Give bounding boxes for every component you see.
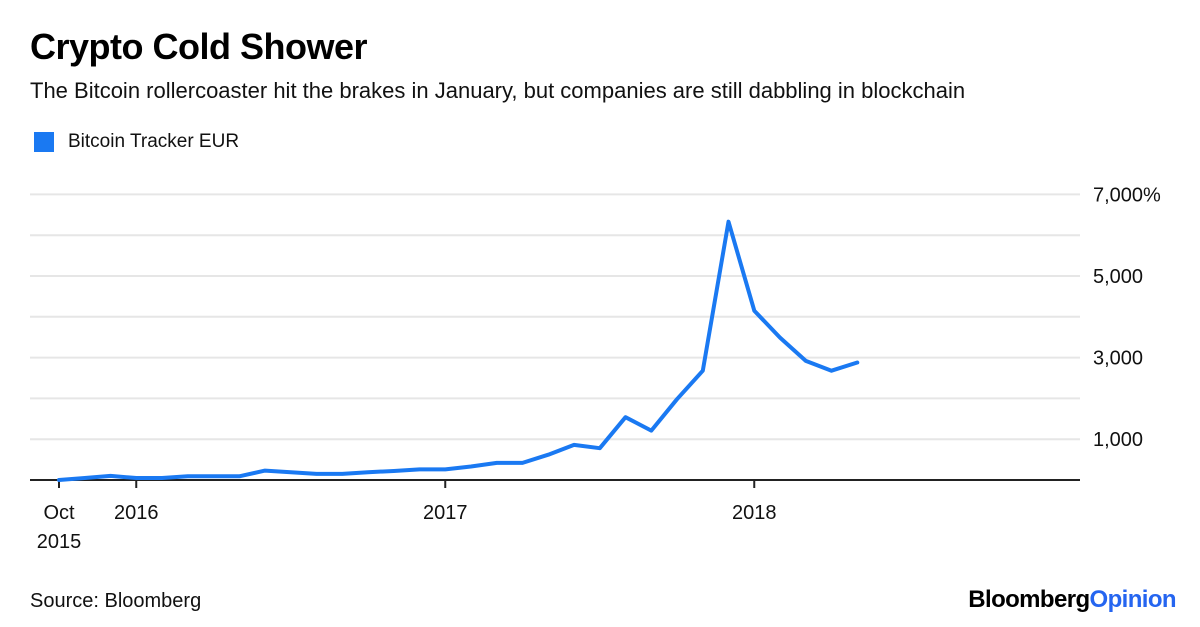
x-tick-label: 2017 bbox=[423, 502, 468, 524]
legend-swatch bbox=[34, 132, 54, 152]
x-tick-label: Oct bbox=[43, 502, 75, 524]
y-tick-label: 1,000 bbox=[1093, 429, 1143, 451]
series-line-bitcoin-tracker-eur bbox=[57, 219, 860, 482]
brand-secondary: Opinion bbox=[1089, 586, 1177, 613]
y-tick-label: 7,000% bbox=[1093, 184, 1161, 206]
x-tick-label: 2018 bbox=[732, 502, 777, 524]
x-tick-label-year: 2015 bbox=[37, 531, 82, 553]
brand-primary: Bloomberg bbox=[968, 586, 1090, 613]
source-note: Source: Bloomberg bbox=[30, 590, 202, 612]
chart-subtitle: The Bitcoin rollercoaster hit the brakes… bbox=[30, 78, 966, 103]
y-tick-label: 3,000 bbox=[1093, 348, 1143, 370]
chart-title: Crypto Cold Shower bbox=[30, 26, 368, 67]
brand-logo: BloombergOpinion bbox=[968, 586, 1176, 614]
legend: Bitcoin Tracker EUR bbox=[34, 131, 239, 153]
legend-label: Bitcoin Tracker EUR bbox=[68, 131, 240, 152]
y-tick-label: 5,000 bbox=[1093, 266, 1143, 288]
x-tick-label: 2016 bbox=[114, 502, 159, 524]
